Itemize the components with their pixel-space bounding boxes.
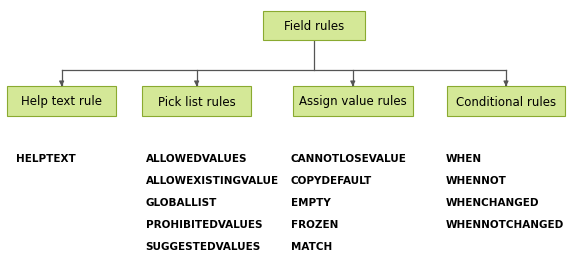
FancyBboxPatch shape xyxy=(7,87,116,116)
FancyBboxPatch shape xyxy=(143,87,251,116)
Text: WHENNOT: WHENNOT xyxy=(446,175,507,185)
Text: CANNOTLOSEVALUE: CANNOTLOSEVALUE xyxy=(291,153,406,163)
Text: Help text rule: Help text rule xyxy=(21,95,102,108)
Text: GLOBALLIST: GLOBALLIST xyxy=(146,197,217,207)
FancyBboxPatch shape xyxy=(293,87,413,116)
Text: EMPTY: EMPTY xyxy=(291,197,330,207)
Text: SUGGESTEDVALUES: SUGGESTEDVALUES xyxy=(146,241,261,251)
FancyBboxPatch shape xyxy=(263,12,365,41)
Text: ALLOWEDVALUES: ALLOWEDVALUES xyxy=(146,153,247,163)
Text: WHENCHANGED: WHENCHANGED xyxy=(446,197,539,207)
Text: HELPTEXT: HELPTEXT xyxy=(16,153,76,163)
Text: PROHIBITEDVALUES: PROHIBITEDVALUES xyxy=(146,219,262,229)
Text: Conditional rules: Conditional rules xyxy=(456,95,556,108)
FancyBboxPatch shape xyxy=(447,87,565,116)
Text: WHENNOTCHANGED: WHENNOTCHANGED xyxy=(446,219,564,229)
Text: FROZEN: FROZEN xyxy=(291,219,338,229)
Text: ALLOWEXISTINGVALUE: ALLOWEXISTINGVALUE xyxy=(146,175,279,185)
Text: WHEN: WHEN xyxy=(446,153,483,163)
Text: MATCH: MATCH xyxy=(291,241,332,251)
Text: Field rules: Field rules xyxy=(284,20,344,33)
Text: COPYDEFAULT: COPYDEFAULT xyxy=(291,175,372,185)
Text: Pick list rules: Pick list rules xyxy=(158,95,235,108)
Text: Assign value rules: Assign value rules xyxy=(299,95,407,108)
